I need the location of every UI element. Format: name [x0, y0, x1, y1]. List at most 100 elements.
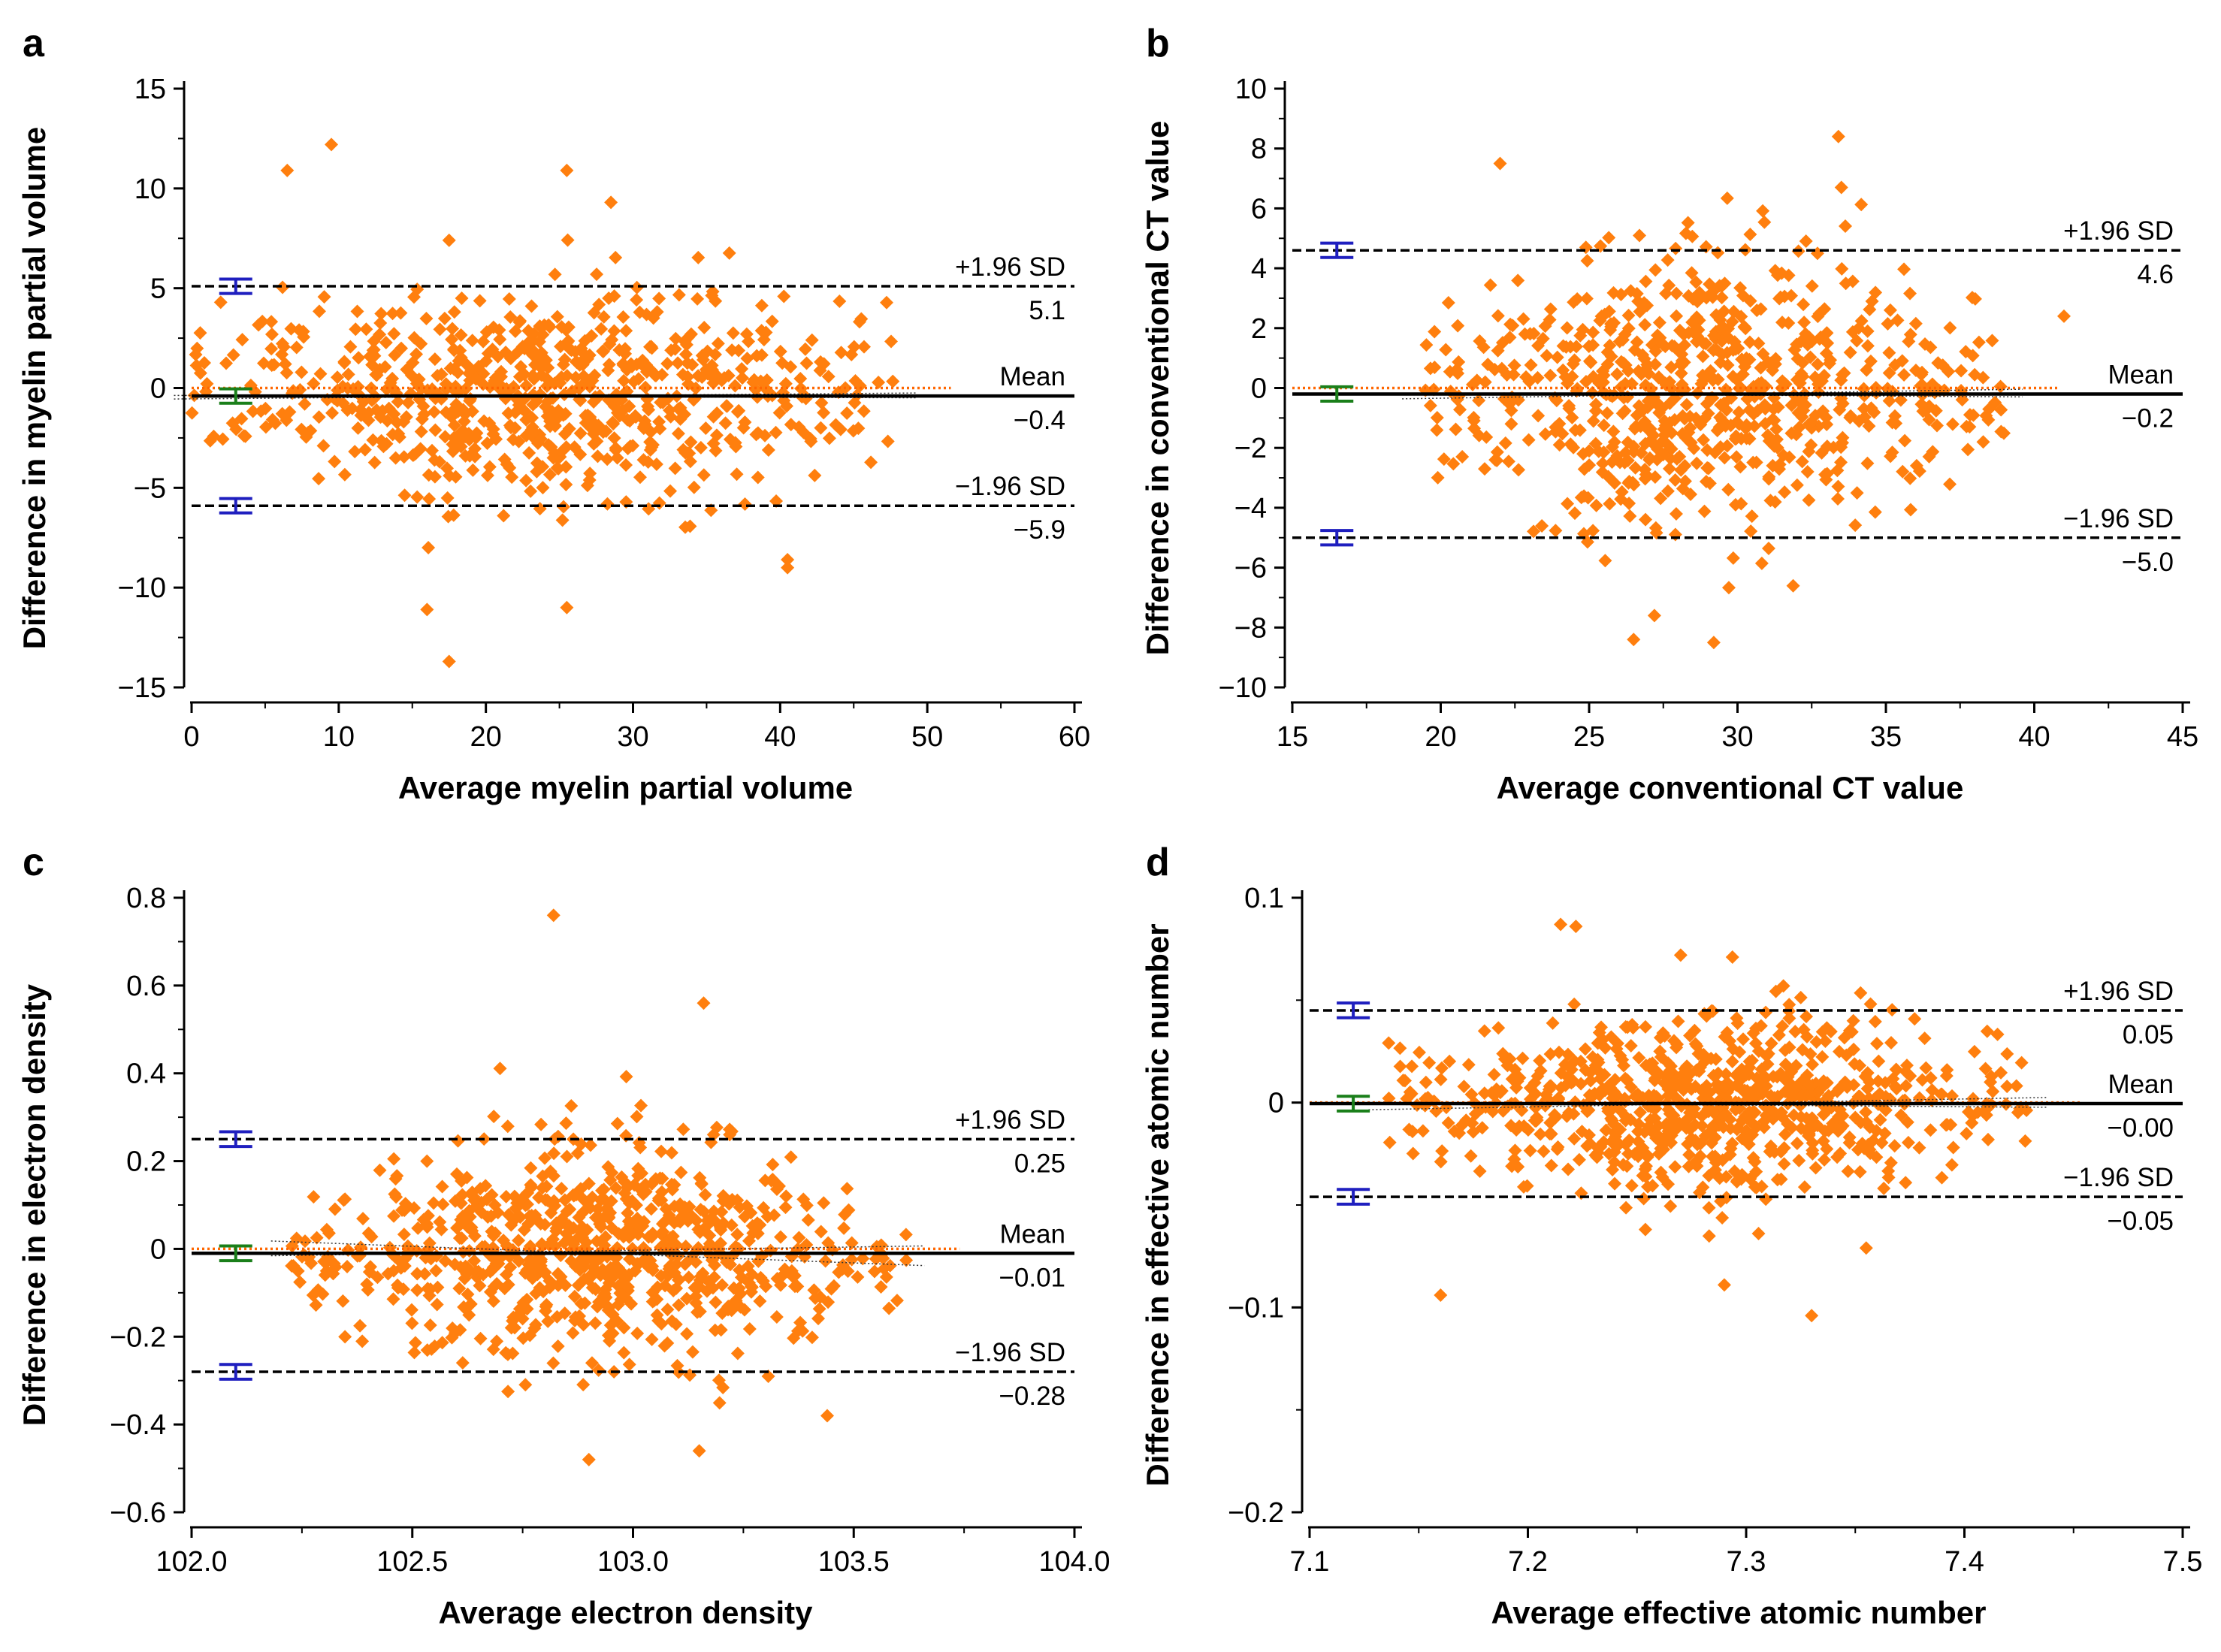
data-point — [1745, 509, 1759, 524]
data-point — [512, 1234, 526, 1248]
data-point — [1682, 288, 1696, 303]
data-point — [853, 379, 867, 393]
data-point — [1725, 950, 1739, 965]
data-point — [1782, 1011, 1796, 1025]
data-point — [350, 304, 364, 319]
data-point — [1561, 497, 1575, 511]
data-point — [649, 458, 663, 472]
y-tick-label: −0.1 — [1228, 1292, 1284, 1324]
data-point — [1885, 415, 1899, 430]
data-point — [787, 1331, 801, 1345]
data-point — [1685, 1082, 1699, 1096]
data-point — [554, 1182, 569, 1196]
data-point — [1788, 1025, 1802, 1039]
data-point — [1668, 1160, 1682, 1174]
data-point — [1706, 636, 1721, 650]
data-point — [415, 412, 429, 426]
data-point — [1531, 409, 1546, 423]
data-point — [1885, 445, 1899, 460]
data-point — [805, 1330, 819, 1345]
data-point — [588, 368, 602, 382]
data-point — [1534, 1064, 1548, 1078]
data-point — [663, 484, 678, 498]
data-point — [684, 327, 698, 341]
data-point — [1819, 326, 1833, 340]
data-point — [1850, 486, 1864, 500]
data-point — [1434, 1288, 1448, 1302]
data-point — [1834, 180, 1848, 195]
data-point — [1923, 1123, 1938, 1137]
data-point — [503, 421, 518, 435]
data-point — [437, 311, 452, 325]
data-point — [1627, 421, 1642, 436]
data-point — [717, 1216, 731, 1231]
data-point — [423, 1318, 437, 1333]
data-point — [687, 1281, 702, 1295]
data-point — [457, 404, 471, 418]
data-point — [1638, 1125, 1652, 1139]
data-point — [693, 440, 708, 455]
x-tick-label: 50 — [911, 721, 943, 753]
data-point — [1748, 419, 1762, 433]
data-point — [630, 293, 644, 307]
data-point — [1519, 370, 1534, 384]
data-point — [539, 372, 554, 386]
data-point — [1979, 1108, 1993, 1122]
data-point — [1503, 331, 1517, 345]
data-point — [1919, 1061, 1933, 1075]
data-point — [1831, 479, 1845, 494]
data-point — [1718, 1030, 1732, 1044]
data-point — [1901, 1135, 1915, 1149]
data-point — [1527, 524, 1541, 539]
data-point — [821, 370, 836, 384]
y-tick-label: 0.8 — [126, 883, 166, 914]
data-point — [1523, 1143, 1537, 1158]
data-point — [793, 371, 808, 385]
data-point — [356, 1212, 370, 1226]
data-point — [1636, 348, 1650, 362]
data-point — [569, 355, 583, 369]
data-point — [1598, 554, 1612, 568]
data-point — [1717, 1080, 1731, 1094]
data-point — [1667, 412, 1682, 427]
data-point — [1844, 409, 1858, 423]
data-point — [1429, 1104, 1443, 1119]
data-point — [1538, 427, 1552, 441]
data-point — [361, 1282, 375, 1297]
data-point — [697, 321, 712, 335]
data-point — [881, 434, 895, 448]
data-point — [1786, 578, 1800, 593]
data-point — [1642, 367, 1656, 381]
data-point — [499, 1267, 513, 1282]
data-point — [374, 307, 388, 321]
data-point — [848, 373, 863, 388]
data-point — [1993, 379, 2008, 394]
data-point — [1725, 1137, 1739, 1151]
data-point — [1851, 321, 1866, 335]
data-point — [1946, 1140, 1960, 1155]
data-point — [808, 468, 822, 482]
data-point — [1806, 1136, 1820, 1150]
data-point — [1597, 445, 1611, 460]
data-point — [427, 1196, 441, 1210]
data-point — [311, 1283, 325, 1297]
data-point — [678, 1200, 692, 1214]
data-point — [1614, 1104, 1628, 1118]
data-point — [1657, 1029, 1672, 1043]
data-point — [1802, 493, 1816, 507]
data-point — [612, 1261, 626, 1275]
data-point — [742, 1322, 757, 1336]
data-point — [1899, 1059, 1914, 1073]
data-point — [1515, 1103, 1529, 1117]
upper-loa-label: +1.96 SD — [2063, 216, 2174, 246]
data-point — [874, 1279, 888, 1294]
data-point — [1491, 343, 1505, 358]
data-point — [1800, 464, 1815, 479]
data-point — [1478, 462, 1492, 476]
data-point — [1473, 1164, 1487, 1179]
panel-letter: d — [1146, 841, 1170, 884]
data-point — [1721, 482, 1736, 497]
data-point — [454, 328, 468, 342]
data-point — [1939, 1118, 1954, 1132]
data-point — [1671, 1120, 1685, 1134]
